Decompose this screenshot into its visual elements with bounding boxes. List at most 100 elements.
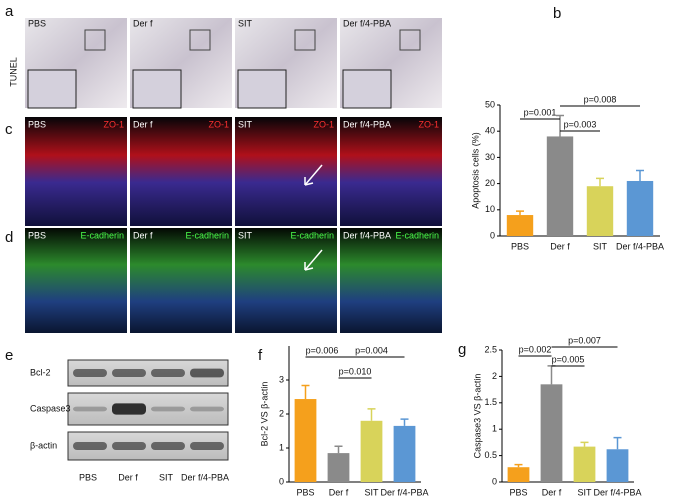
error-bar	[301, 384, 310, 400]
panel-letter: b	[553, 5, 561, 22]
y-tick-label: 2	[492, 371, 497, 381]
band	[151, 406, 185, 412]
panel-letter: e	[5, 347, 13, 364]
bar	[586, 186, 614, 236]
band	[151, 442, 185, 450]
group-label: SIT	[238, 18, 253, 28]
y-tick-label: 40	[485, 126, 495, 136]
lane-label: PBS	[79, 472, 97, 482]
bar	[507, 467, 530, 482]
y-tick-label: 0	[279, 476, 284, 486]
error-bar	[636, 169, 644, 181]
y-tick-label: 2.5	[484, 344, 497, 354]
p-value: p=0.004	[355, 345, 388, 355]
x-tick-label: Der f/4-PBA	[380, 487, 428, 497]
stain-label: E-cadherin	[395, 230, 439, 240]
lane-label: Der f/4-PBA	[181, 472, 229, 482]
error-bar	[613, 436, 622, 450]
panel-letter: c	[5, 121, 13, 138]
arrow	[304, 164, 323, 186]
row-label: TUNEL	[8, 57, 18, 87]
error-bar	[516, 210, 524, 216]
error-bar	[547, 365, 556, 385]
p-value: p=0.010	[339, 366, 372, 376]
x-tick-label: Der f/4-PBA	[616, 241, 664, 251]
inset	[27, 69, 77, 109]
x-tick-label: Der f	[542, 487, 562, 497]
stain-label: ZO-1	[418, 119, 439, 129]
band	[190, 368, 224, 378]
ecad-image	[235, 228, 337, 333]
y-tick-label: 10	[485, 204, 495, 214]
bar	[327, 453, 350, 482]
ecad-image	[25, 228, 127, 333]
y-axis-label: Apoptosis cells (%)	[470, 132, 480, 209]
band	[73, 406, 107, 412]
stain-label: ZO-1	[313, 119, 334, 129]
error-bar	[400, 418, 409, 426]
y-tick-label: 0	[490, 230, 495, 240]
group-label: Der f/4-PBA	[343, 230, 391, 240]
panel-letter: a	[5, 3, 14, 20]
stain-label: ZO-1	[208, 119, 229, 129]
bar	[294, 399, 317, 482]
error-bar	[580, 441, 589, 447]
panel-letter: f	[258, 347, 263, 364]
group-label: Der f	[133, 18, 153, 28]
x-tick-label: Der f/4-PBA	[593, 487, 641, 497]
x-tick-label: PBS	[509, 487, 527, 497]
y-tick-label: 0.5	[484, 450, 497, 460]
group-label: Der f	[133, 230, 153, 240]
zo1-image	[235, 117, 337, 226]
panel-letter: d	[5, 229, 13, 246]
y-tick-label: 50	[485, 99, 495, 109]
ecad-image	[130, 228, 232, 333]
bar	[360, 420, 383, 482]
p-value: p=0.008	[584, 94, 617, 104]
lane-label: SIT	[159, 472, 174, 482]
x-tick-label: Der f	[329, 487, 349, 497]
group-label: PBS	[28, 230, 46, 240]
y-tick-label: 1	[279, 442, 284, 452]
arrow	[304, 249, 323, 271]
y-tick-label: 30	[485, 152, 495, 162]
roi	[399, 29, 421, 51]
p-value: p=0.006	[306, 345, 339, 355]
x-tick-label: SIT	[593, 241, 608, 251]
error-bar	[596, 177, 604, 187]
stain-label: E-cadherin	[290, 230, 334, 240]
p-value: p=0.002	[519, 344, 552, 354]
band	[151, 369, 185, 377]
y-axis-label: Caspase3 VS β-actin	[472, 374, 482, 459]
x-tick-label: Der f	[550, 241, 570, 251]
y-tick-label: 1.5	[484, 397, 497, 407]
y-axis-label: Bcl-2 VS β-actin	[259, 382, 269, 447]
roi	[294, 29, 316, 51]
inset	[237, 69, 287, 109]
lane-label: Der f	[118, 472, 138, 482]
x-tick-label: PBS	[511, 241, 529, 251]
y-tick-label: 2	[279, 408, 284, 418]
bar	[506, 215, 534, 236]
band	[112, 403, 146, 415]
band	[190, 406, 224, 412]
bar	[573, 446, 596, 482]
bar	[540, 384, 563, 482]
bar	[626, 180, 654, 236]
band	[73, 442, 107, 450]
zo1-image	[340, 117, 442, 226]
group-label: PBS	[28, 18, 46, 28]
roi	[84, 29, 106, 51]
bar	[546, 136, 574, 236]
x-tick-label: SIT	[364, 487, 379, 497]
group-label: Der f	[133, 119, 153, 129]
y-tick-label: 0	[492, 476, 497, 486]
p-value: p=0.007	[568, 335, 601, 345]
inset	[342, 69, 392, 109]
p-value: p=0.005	[552, 354, 585, 364]
roi	[189, 29, 211, 51]
blot-label: Caspase3	[30, 403, 71, 413]
p-value: p=0.001	[524, 107, 557, 117]
bar	[393, 425, 416, 482]
blot	[67, 392, 229, 426]
